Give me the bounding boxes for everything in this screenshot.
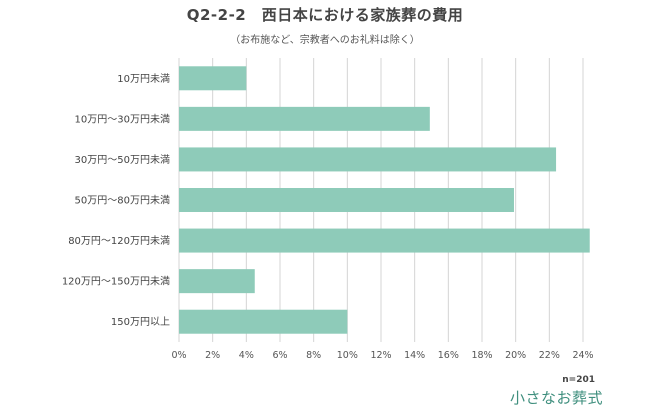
x-tick-label-4: 4% [239, 350, 254, 361]
category-label-3: 50万円〜80万円未満 [75, 195, 170, 207]
x-tick-label-12: 12% [370, 350, 391, 361]
category-label-4: 80万円〜120万円未満 [68, 235, 170, 247]
x-tick-label-0: 0% [171, 350, 186, 361]
bar-1 [179, 106, 430, 131]
bar-6 [179, 309, 348, 334]
x-tick-label-14: 14% [404, 350, 425, 361]
bar-0 [179, 66, 247, 91]
chart-subtitle: （お布施など、宗教者へのお礼料は除く） [230, 35, 420, 46]
x-tick-label-8: 8% [306, 350, 321, 361]
category-label-1: 10万円〜30万円未満 [75, 113, 170, 125]
category-label-2: 30万円〜50万円未満 [75, 154, 170, 166]
brand-logo: 小さなお葬式 [509, 389, 603, 407]
x-tick-label-6: 6% [272, 350, 287, 361]
x-tick-label-24: 24% [572, 350, 593, 361]
x-tick-label-20: 20% [505, 350, 526, 361]
bar-2 [179, 147, 557, 172]
x-tick-label-16: 16% [438, 350, 459, 361]
sample-size-label: n=201 [562, 375, 595, 385]
x-tick-label-2: 2% [205, 350, 220, 361]
bar-3 [179, 188, 514, 212]
bar-5 [179, 269, 255, 294]
x-tick-label-22: 22% [539, 350, 560, 361]
category-label-0: 10万円未満 [117, 73, 170, 85]
category-label-5: 120万円〜150万円未満 [62, 276, 170, 288]
x-tick-label-18: 18% [471, 350, 492, 361]
x-tick-label-10: 10% [337, 350, 358, 361]
bar-4 [179, 228, 590, 253]
chart-title: Q2-2-2 西日本における家族葬の費用 [186, 6, 464, 24]
category-label-6: 150万円以上 [111, 316, 170, 328]
